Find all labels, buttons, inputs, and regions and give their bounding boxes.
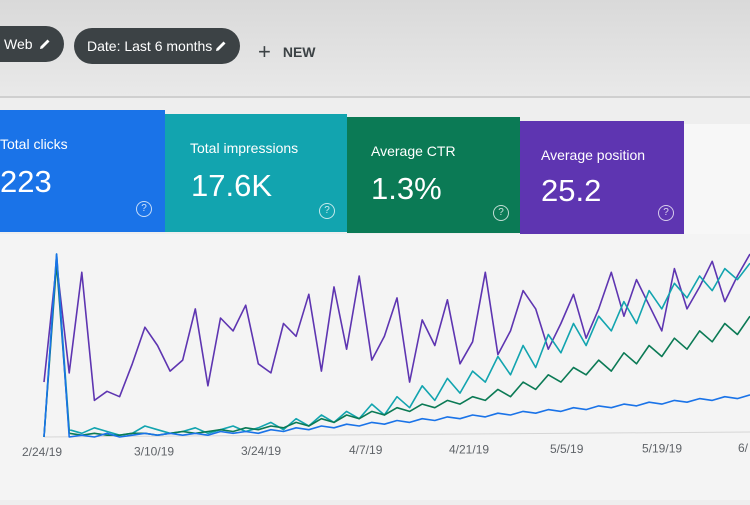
metric-value: 17.6K [191,168,273,203]
filter-bar: Web Date: Last 6 months + NEW [0,0,750,96]
help-icon[interactable]: ? [493,205,509,221]
date-range-label: Date: Last 6 months [87,38,213,54]
pencil-icon[interactable] [38,37,52,51]
help-icon[interactable]: ? [658,205,674,221]
new-filter-button[interactable]: + NEW [258,40,316,64]
performance-chart: 2/24/19 3/10/19 3/24/19 4/7/19 4/21/19 5/5/19… [0,234,750,500]
divider [0,96,750,98]
metric-value: 223 [0,164,52,199]
metric-card-average-position[interactable]: Average position 25.2 ? [520,121,684,234]
x-tick-label: 4/7/19 [349,443,383,457]
search-type-label: Web [4,36,33,52]
new-filter-label: NEW [282,44,316,60]
search-type-filter-chip[interactable]: Web [0,26,64,62]
x-tick-label: 6/ [738,441,749,455]
card-background [684,124,750,234]
x-tick-label: 5/5/19 [550,442,584,456]
x-tick-label: 3/10/19 [134,444,174,458]
plus-icon: + [258,39,271,64]
series-line-2 [43,262,750,438]
x-tick-label: 3/24/19 [241,444,281,458]
date-range-filter-chip[interactable]: Date: Last 6 months [74,28,240,64]
help-icon[interactable]: ? [136,201,152,217]
x-tick-label: 2/24/19 [22,445,62,459]
metric-card-total-clicks[interactable]: Total clicks 223 ? [0,110,165,232]
metric-card-total-impressions[interactable]: Total impressions 17.6K ? [165,114,347,232]
metric-label: Total clicks [0,136,68,152]
series-line-1 [43,253,750,438]
pencil-icon[interactable] [214,39,228,53]
metric-label: Average CTR [371,143,456,159]
metric-label: Total impressions [190,140,299,156]
performance-chart-svg: 2/24/19 3/10/19 3/24/19 4/7/19 4/21/19 5/5/19… [22,253,750,459]
metric-value: 25.2 [541,173,602,208]
x-tick-label: 4/21/19 [449,443,489,457]
metric-value: 1.3% [371,171,442,206]
help-icon[interactable]: ? [319,203,335,219]
x-tick-label: 5/19/19 [642,441,682,455]
metric-label: Average position [541,147,646,163]
series-line-0 [43,253,750,402]
x-axis [43,431,750,438]
series-layer [43,253,750,438]
tick-layer: 2/24/19 3/10/19 3/24/19 4/7/19 4/21/19 5/5/19… [22,441,749,459]
metric-card-average-ctr[interactable]: Average CTR 1.3% ? [347,117,520,233]
series-line-3 [43,253,750,438]
